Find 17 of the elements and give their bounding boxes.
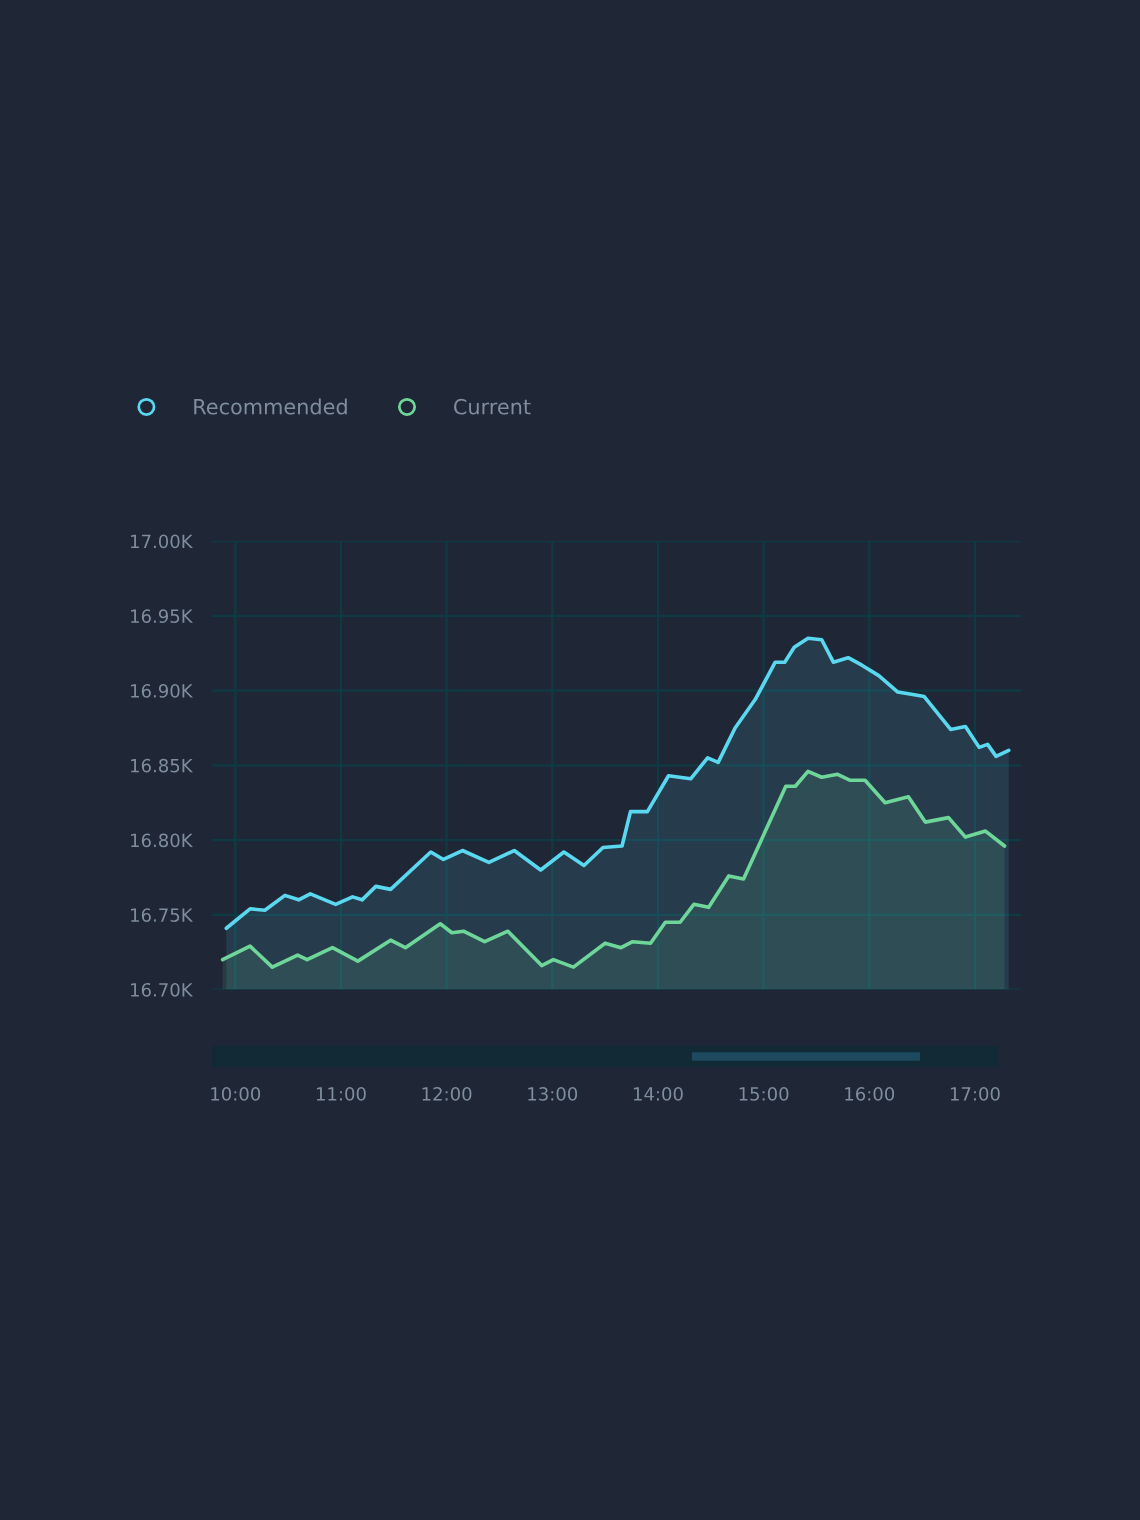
y-tick-label: 17.00K	[131, 534, 193, 549]
y-tick-label: 16.90K	[131, 684, 193, 698]
x-tick-label: 17:00	[950, 1087, 1000, 1101]
x-tick-label: 10:00	[211, 1087, 261, 1101]
y-tick-label: 16.80K	[131, 833, 193, 848]
x-tick-label: 15:00	[739, 1087, 789, 1101]
legend-label: Current	[454, 398, 531, 415]
legend-label: Recommended	[194, 398, 347, 415]
y-tick-label: 16.85K	[131, 758, 193, 773]
x-tick-label: 11:00	[316, 1087, 366, 1101]
x-tick-label: 16:00	[845, 1087, 895, 1101]
y-tick-label: 16.70K	[131, 982, 193, 997]
y-tick-label: 16.95K	[131, 609, 193, 623]
y-tick-label: 16.75K	[131, 908, 193, 922]
x-tick-label: 12:00	[422, 1087, 472, 1101]
x-tick-label: 14:00	[633, 1087, 683, 1101]
x-tick-label: 13:00	[528, 1087, 578, 1101]
